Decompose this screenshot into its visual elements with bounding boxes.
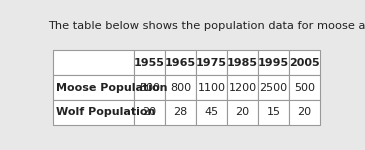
Text: 20: 20	[142, 107, 156, 117]
Text: 1200: 1200	[228, 83, 257, 93]
Text: 1100: 1100	[197, 83, 226, 93]
Bar	[53, 100, 134, 125]
Text: 800: 800	[170, 83, 191, 93]
Text: 1975: 1975	[196, 58, 227, 68]
Bar	[196, 75, 227, 100]
Bar	[165, 50, 196, 75]
Bar	[196, 50, 227, 75]
Bar	[227, 75, 258, 100]
Text: 1995: 1995	[258, 58, 289, 68]
Bar	[289, 75, 320, 100]
Bar	[165, 100, 196, 125]
Text: The table below shows the population data for moose and wolves:: The table below shows the population dat…	[49, 21, 365, 32]
Text: 20: 20	[297, 107, 312, 117]
Text: 1985: 1985	[227, 58, 258, 68]
Bar	[258, 75, 289, 100]
Bar	[134, 50, 165, 75]
Text: 500: 500	[139, 83, 160, 93]
Bar	[134, 100, 165, 125]
Bar	[196, 100, 227, 125]
Text: 2500: 2500	[260, 83, 288, 93]
Bar	[165, 75, 196, 100]
Bar	[258, 100, 289, 125]
Text: 15: 15	[266, 107, 281, 117]
Text: 500: 500	[294, 83, 315, 93]
Bar	[227, 100, 258, 125]
Text: 28: 28	[173, 107, 188, 117]
Text: 20: 20	[235, 107, 250, 117]
Text: 1965: 1965	[165, 58, 196, 68]
Text: 2005: 2005	[289, 58, 320, 68]
Bar	[53, 50, 134, 75]
Bar	[53, 75, 134, 100]
Text: Wolf Population: Wolf Population	[56, 107, 155, 117]
Bar	[289, 50, 320, 75]
Bar	[258, 50, 289, 75]
Text: 1955: 1955	[134, 58, 165, 68]
Bar	[289, 100, 320, 125]
Text: 45: 45	[204, 107, 219, 117]
Bar	[227, 50, 258, 75]
Text: Moose Population: Moose Population	[56, 83, 168, 93]
Bar	[134, 75, 165, 100]
